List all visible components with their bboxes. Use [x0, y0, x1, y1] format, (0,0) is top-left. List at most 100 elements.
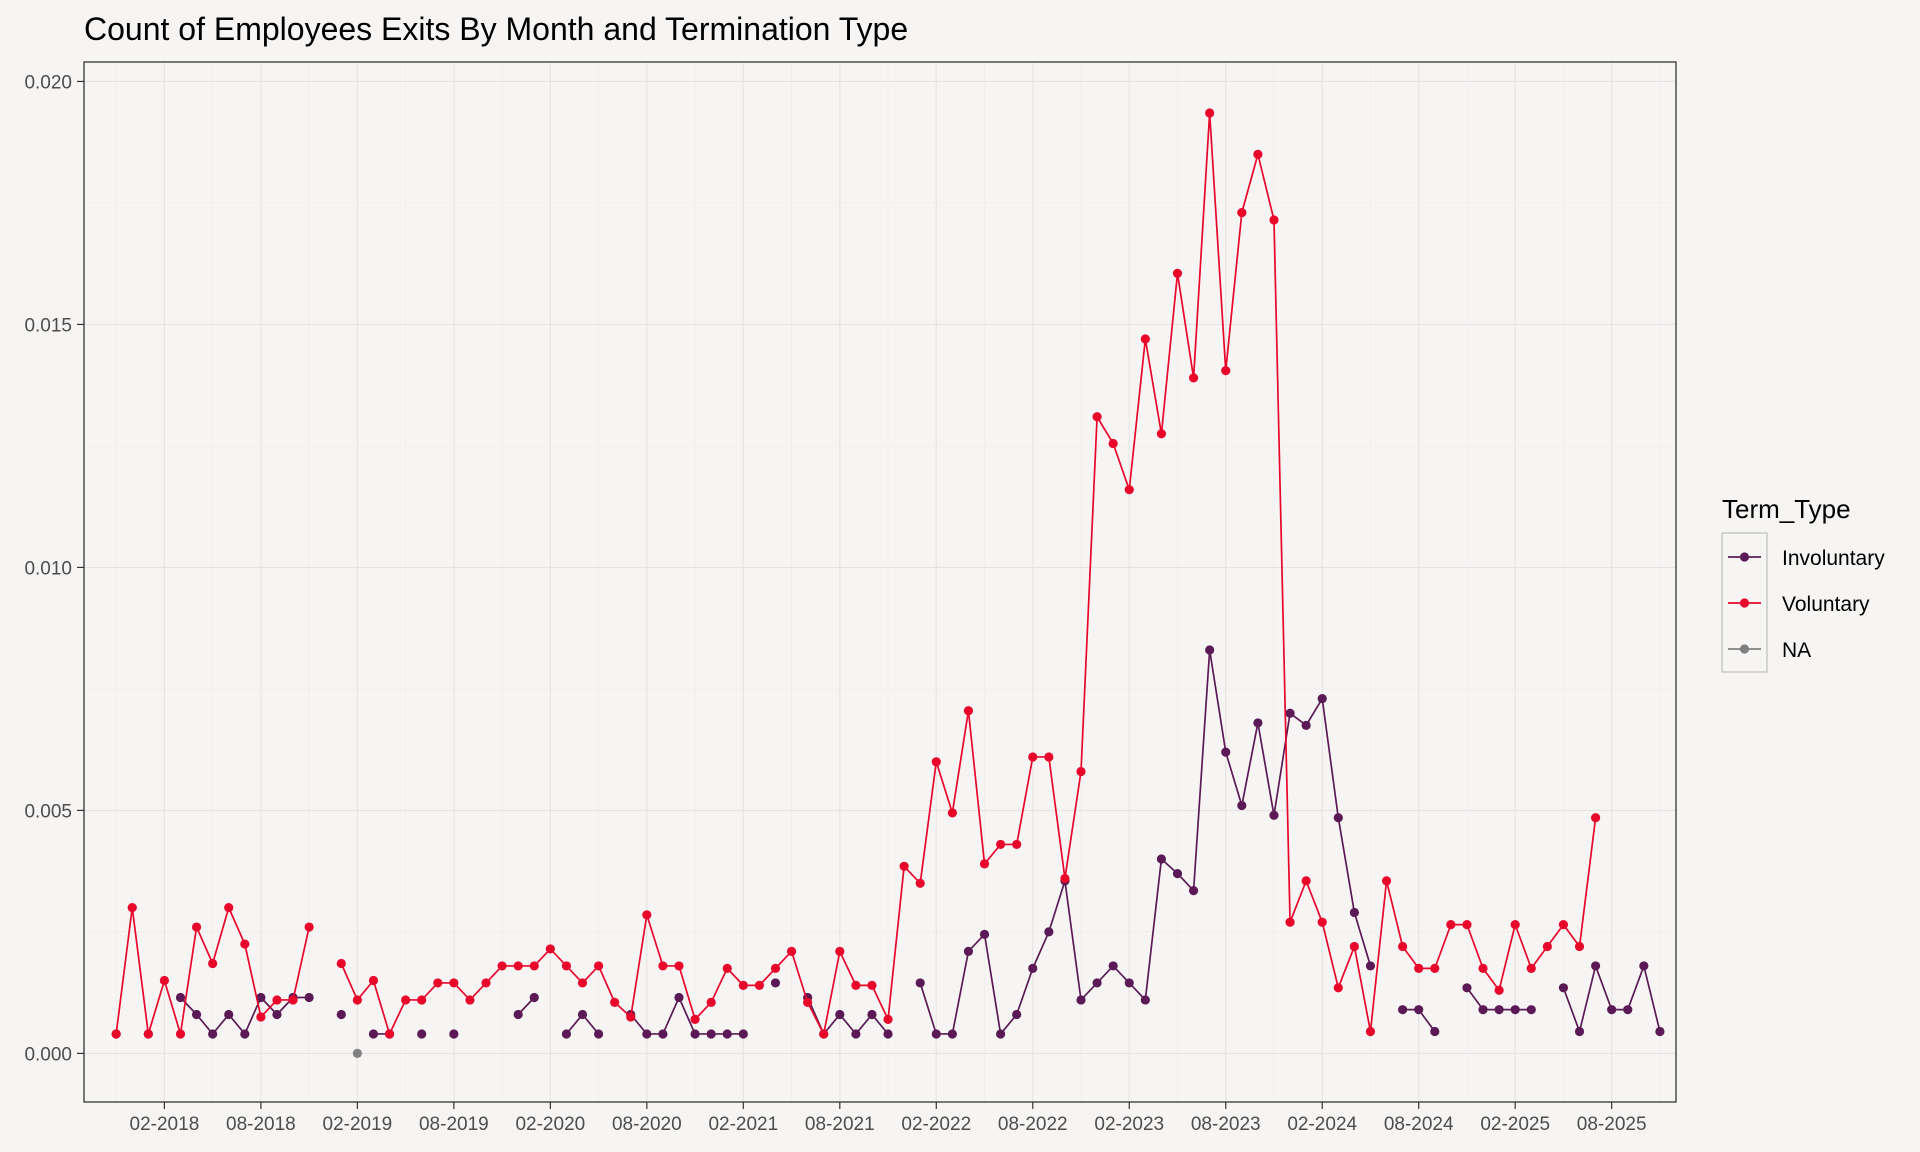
- x-tick-label: 08-2019: [419, 1114, 489, 1135]
- data-point: [706, 1029, 716, 1039]
- data-point: [1478, 963, 1488, 973]
- x-tick-label: 02-2018: [130, 1114, 200, 1135]
- data-point: [770, 963, 781, 973]
- data-point: [433, 978, 443, 988]
- data-point: [835, 1009, 845, 1020]
- data-point: [272, 1009, 282, 1020]
- x-tick-label: 08-2020: [612, 1114, 682, 1135]
- data-point: [175, 1029, 186, 1039]
- data-point: [1221, 365, 1231, 376]
- data-point: [722, 963, 732, 973]
- data-point: [658, 1029, 668, 1039]
- data-point: [304, 992, 314, 1003]
- data-point: [336, 958, 346, 969]
- data-point: [1028, 963, 1038, 973]
- data-point: [786, 946, 797, 956]
- legend-label: NA: [1782, 639, 1811, 662]
- data-point: [883, 1029, 893, 1039]
- data-point: [1510, 920, 1520, 930]
- data-point: [481, 978, 491, 988]
- data-point: [529, 992, 539, 1003]
- data-point: [835, 946, 845, 956]
- data-point: [1237, 208, 1247, 218]
- data-point: [497, 961, 507, 971]
- data-point: [1317, 694, 1327, 704]
- x-tick-label: 02-2025: [1480, 1114, 1550, 1135]
- data-point: [545, 944, 555, 954]
- legend: Term_Type Involuntary Voluntary NA: [1721, 494, 1885, 673]
- data-point: [1414, 963, 1424, 973]
- data-point: [1398, 941, 1408, 952]
- data-point: [240, 939, 250, 949]
- data-point: [996, 839, 1006, 850]
- data-point: [867, 1009, 877, 1020]
- data-point: [224, 1009, 234, 1020]
- x-tick-label: 02-2022: [901, 1114, 971, 1135]
- legend-item-involuntary: Involuntary: [1728, 547, 1885, 570]
- data-point: [1156, 429, 1167, 439]
- data-point: [256, 992, 266, 1003]
- data-point: [1365, 961, 1376, 971]
- data-point: [1253, 718, 1263, 728]
- legend-item-voluntary: Voluntary: [1728, 593, 1870, 616]
- data-point: [208, 1029, 218, 1039]
- data-point: [1076, 995, 1086, 1005]
- data-point: [1060, 873, 1070, 884]
- data-point: [1140, 334, 1150, 344]
- data-point: [1558, 920, 1569, 930]
- data-point: [899, 861, 909, 871]
- legend-key-point: [1739, 644, 1750, 654]
- data-point: [1140, 995, 1150, 1005]
- data-point: [304, 922, 314, 932]
- data-point: [288, 995, 298, 1005]
- data-point: [690, 1029, 700, 1039]
- data-point: [1044, 927, 1054, 937]
- legend-key-point: [1739, 552, 1750, 562]
- plot-border: [83, 61, 1677, 1103]
- series-layer: [111, 108, 1665, 1059]
- data-point: [1574, 1026, 1585, 1037]
- data-point: [642, 1029, 652, 1039]
- data-point: [513, 1009, 523, 1020]
- data-point: [915, 878, 925, 888]
- y-tick-label: 0.015: [24, 315, 72, 336]
- legend-label: Involuntary: [1782, 547, 1885, 570]
- data-point: [1494, 985, 1504, 995]
- data-point: [561, 1029, 572, 1039]
- data-point: [1301, 876, 1311, 886]
- data-point: [1317, 917, 1327, 927]
- data-point: [674, 992, 684, 1003]
- data-point: [1349, 907, 1359, 918]
- grid-minor: [84, 62, 1676, 1102]
- data-point: [996, 1029, 1006, 1039]
- data-point: [626, 1012, 636, 1022]
- data-point: [658, 961, 668, 971]
- data-point: [819, 1029, 829, 1039]
- x-tick-label: 08-2024: [1384, 1114, 1454, 1135]
- legend-key-box: [1721, 532, 1768, 673]
- legend-items: Involuntary Voluntary NA: [1728, 547, 1885, 662]
- data-point: [1542, 941, 1552, 952]
- data-point: [867, 980, 877, 990]
- data-point: [577, 978, 588, 988]
- data-point: [561, 961, 572, 971]
- data-point: [1478, 1005, 1488, 1015]
- data-point: [1285, 708, 1295, 718]
- data-point: [143, 1029, 153, 1039]
- data-point: [610, 997, 620, 1007]
- data-point: [1012, 839, 1022, 850]
- data-point: [352, 995, 362, 1005]
- data-point: [1607, 1005, 1617, 1015]
- legend-key-point: [1739, 598, 1750, 608]
- data-point: [1285, 917, 1295, 927]
- data-point: [111, 1029, 121, 1039]
- data-point: [368, 975, 379, 986]
- x-tick-label: 02-2021: [708, 1114, 778, 1135]
- data-point: [417, 995, 427, 1005]
- x-tick-label: 08-2022: [998, 1114, 1068, 1135]
- series-voluntary: [111, 108, 1601, 1039]
- data-point: [1028, 752, 1038, 762]
- data-point: [979, 859, 990, 869]
- data-point: [1253, 149, 1263, 159]
- data-point: [1124, 978, 1134, 988]
